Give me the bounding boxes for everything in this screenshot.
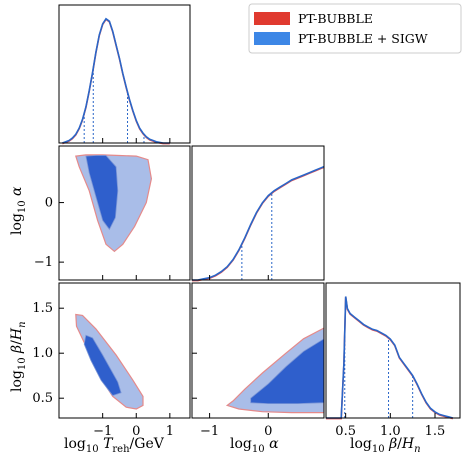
diag-panel-1 xyxy=(191,145,325,282)
region-68 xyxy=(250,338,324,404)
diag-panel-0 xyxy=(58,4,191,145)
region-68 xyxy=(85,155,119,231)
x-tick-label: −1 xyxy=(200,424,219,439)
x-tick-label: 0 xyxy=(264,424,272,439)
y-axis-label-alpha: log10 α xyxy=(9,186,28,235)
y-tick-label: −1 xyxy=(34,255,53,270)
x-axis-label-alpha: log10 α xyxy=(230,436,279,455)
x-tick-label: 0 xyxy=(132,424,140,439)
panels: 0.5 1.0 1.5 −1 0 −1 0 1 0.5 1.0 1.5 −1 0 xyxy=(32,4,461,439)
series-line-pt-bubble-sigw xyxy=(326,296,454,419)
x-tick-label: 1 xyxy=(166,424,174,439)
panel-frame xyxy=(325,282,461,419)
region-68 xyxy=(83,334,122,396)
y-tick-label: 0 xyxy=(45,196,53,211)
y-tick-label: 0.5 xyxy=(32,391,53,406)
svg-text:log10 α: log10 α xyxy=(9,186,28,235)
x-axis-label-beta: log10 β/Hn xyxy=(350,436,421,455)
contour-panel-0-1 xyxy=(58,145,191,281)
region-95 xyxy=(75,313,144,410)
legend-label-pt-bubble-sigw: PT-BUBBLE + SIGW xyxy=(298,31,428,46)
x-tick-label: 1.5 xyxy=(425,424,446,439)
svg-text:log10 Treh/GeV: log10 Treh/GeV xyxy=(64,436,165,455)
diag-panel-2 xyxy=(325,282,461,420)
panel-frame xyxy=(58,282,191,419)
panel-frame xyxy=(58,145,191,281)
series-line-pt-bubble xyxy=(62,18,170,145)
series-line-pt-bubble-sigw xyxy=(62,17,170,144)
legend-label-pt-bubble: PT-BUBBLE xyxy=(298,11,373,26)
y-tick-label: 1.5 xyxy=(32,301,53,316)
svg-text:log10 β/Hn: log10 β/Hn xyxy=(350,436,421,455)
svg-text:log10 β/Hn: log10 β/Hn xyxy=(9,321,28,392)
panel-frame xyxy=(191,282,325,419)
panel-frame xyxy=(191,145,325,281)
x-axis-label-treh: log10 Treh/GeV xyxy=(64,436,165,455)
legend-swatch-pt-bubble-sigw xyxy=(254,32,290,45)
series-line-pt-bubble-sigw xyxy=(192,165,325,281)
contour-panel-1-2 xyxy=(191,282,325,419)
panel-frame xyxy=(58,4,191,144)
legend: PT-BUBBLE PT-BUBBLE + SIGW xyxy=(248,3,462,54)
contour-panel-0-2 xyxy=(58,282,191,419)
legend-swatch-pt-bubble xyxy=(254,12,290,25)
svg-text:log10 α: log10 α xyxy=(230,436,279,455)
y-axis-label-beta: log10 β/Hn xyxy=(9,321,28,392)
y-tick-label: 1.0 xyxy=(32,346,53,361)
x-tick-label: −1 xyxy=(93,424,112,439)
legend-frame xyxy=(248,3,462,54)
series-line-pt-bubble xyxy=(192,166,325,282)
x-tick-label: 1.0 xyxy=(380,424,401,439)
x-tick-label: 0.5 xyxy=(335,424,356,439)
